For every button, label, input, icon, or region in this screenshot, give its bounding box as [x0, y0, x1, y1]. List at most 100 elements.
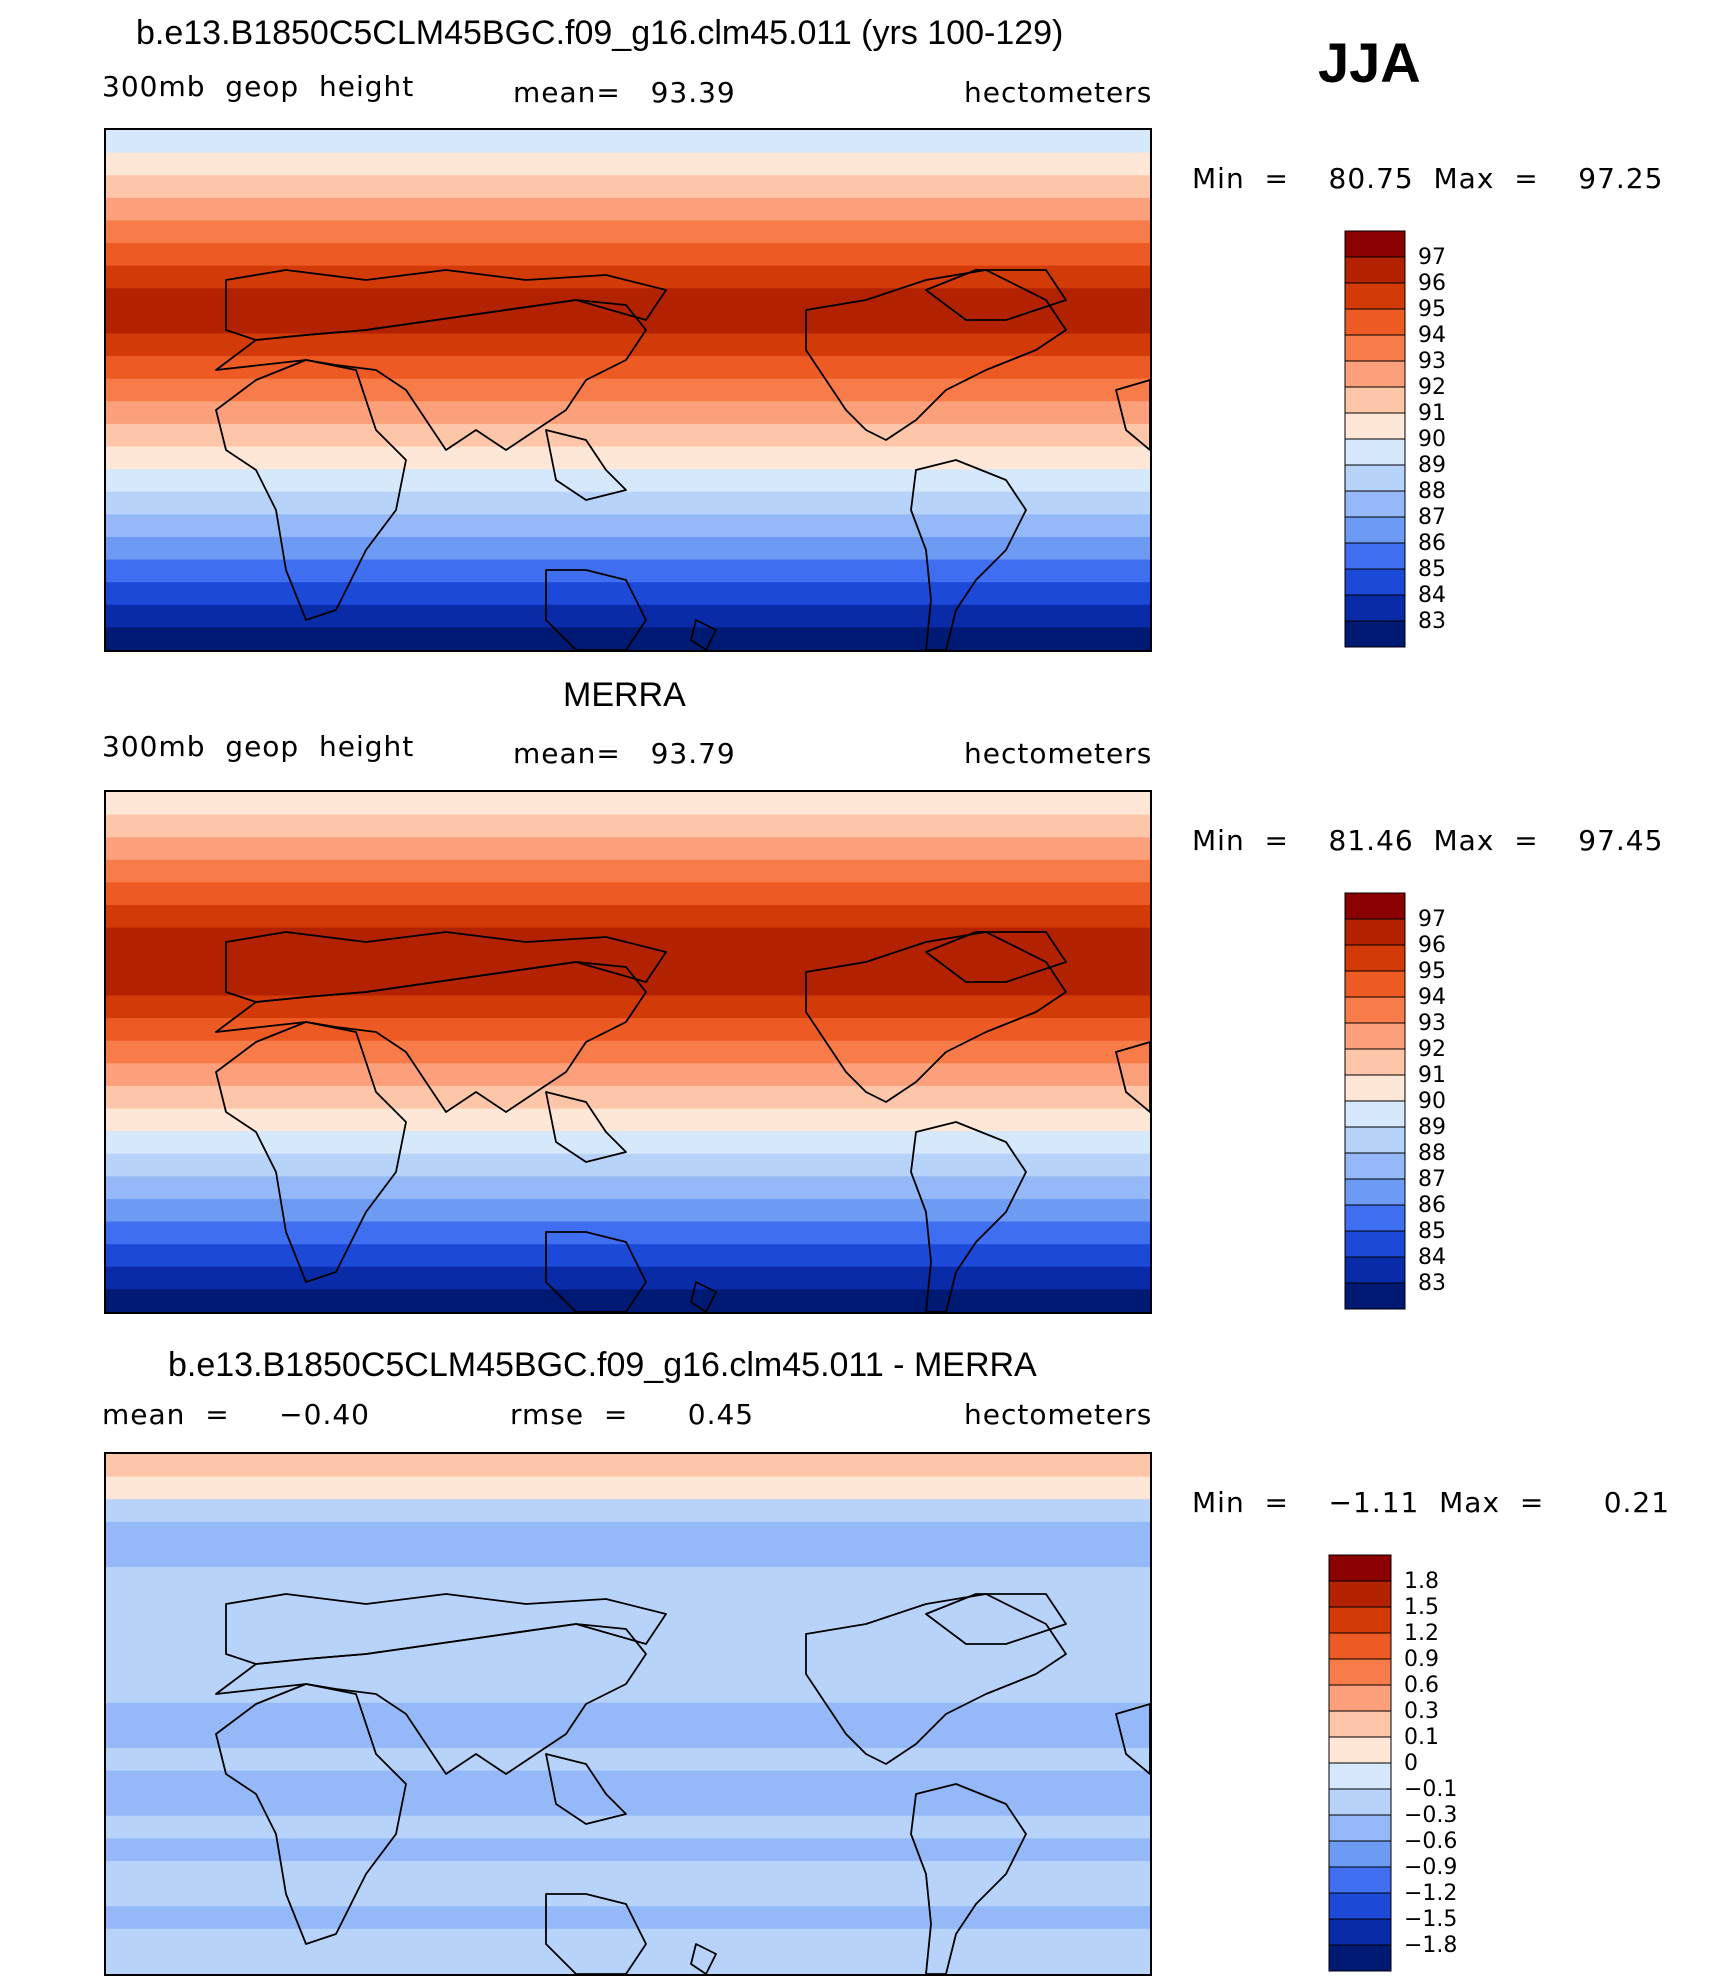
colorbar-swatch	[1344, 1256, 1406, 1284]
contour-band	[106, 514, 1150, 538]
map-svg	[106, 130, 1150, 650]
panel-title-model: b.e13.B1850C5CLM45BGC.f09_g16.clm45.011 …	[136, 14, 1064, 52]
units-label-diff: hectometers	[964, 1398, 1153, 1431]
contour-band	[106, 1040, 1150, 1065]
contour-band	[106, 1567, 1150, 1591]
contour-band	[106, 1906, 1150, 1930]
contour-band	[106, 1951, 1150, 1974]
colorbar-swatch	[1344, 1152, 1406, 1180]
colorbar-tick-label: 90	[1418, 427, 1446, 452]
colorbar-swatch	[1344, 490, 1406, 518]
colorbar-tick-label: 94	[1418, 985, 1446, 1010]
colorbar-tick-label: 97	[1418, 907, 1446, 932]
colorbar-swatch	[1328, 1554, 1392, 1582]
colorbar-tick-label: 0.6	[1404, 1673, 1439, 1698]
colorbar-swatch	[1328, 1736, 1392, 1764]
contour-band	[106, 559, 1150, 584]
coastline	[545, 1893, 647, 1974]
contour-band	[106, 927, 1150, 952]
colorbar-tick-label: 0.9	[1404, 1647, 1439, 1672]
colorbar-swatch	[1328, 1580, 1392, 1608]
contour-band	[106, 1770, 1150, 1795]
colorbar-swatch	[1344, 282, 1406, 310]
contour-band	[106, 1838, 1150, 1862]
contour-band	[106, 859, 1150, 884]
colorbar-swatch	[1344, 412, 1406, 440]
contour-band	[106, 1612, 1150, 1636]
coastlines	[215, 1593, 1150, 1974]
colorbar-swatch	[1328, 1632, 1392, 1660]
colorbar-tick-label: −0.9	[1404, 1855, 1458, 1880]
colorbar-tick-label: 94	[1418, 323, 1446, 348]
colorbar-swatch	[1344, 1100, 1406, 1128]
colorbar-swatch	[1344, 1048, 1406, 1076]
coastline	[215, 359, 407, 621]
colorbar-swatch	[1328, 1788, 1392, 1816]
contour-band	[106, 130, 1150, 154]
contour-band	[106, 356, 1150, 380]
colorbar-swatch	[1344, 1126, 1406, 1154]
contour-band	[106, 536, 1150, 561]
map-diff	[104, 1452, 1152, 1976]
coastline	[910, 459, 1027, 650]
coastline	[690, 1281, 717, 1312]
contour-band	[106, 1085, 1150, 1110]
contour-band	[106, 243, 1150, 267]
contour-band	[106, 491, 1150, 516]
panel-title-obs: MERRA	[563, 676, 686, 714]
colorbar-swatch	[1328, 1658, 1392, 1686]
contour-band	[106, 1634, 1150, 1659]
colorbar-swatch	[1344, 360, 1406, 388]
colorbar-tick-label: 95	[1418, 959, 1446, 984]
colorbar-swatch	[1328, 1684, 1392, 1712]
contour-band	[106, 582, 1150, 606]
coastline	[545, 1091, 627, 1163]
contour-band	[106, 905, 1150, 929]
coastline	[690, 619, 717, 650]
colorbar-svg	[1344, 892, 1406, 1310]
contour-band	[106, 1589, 1150, 1614]
colorbar-swatch	[1344, 1022, 1406, 1050]
colorbar-swatch	[1344, 542, 1406, 570]
coastline	[805, 1593, 1067, 1765]
colorbar-swatch	[1344, 464, 1406, 492]
coastline	[225, 269, 667, 341]
contour-band	[106, 1018, 1150, 1042]
colorbar-tick-label: 84	[1418, 1245, 1446, 1270]
contour-band	[106, 175, 1150, 199]
contour-band	[106, 837, 1150, 861]
minmax-obs: Min = 81.46 Max = 97.45	[1192, 824, 1664, 857]
colorbar-tick-label: 83	[1418, 1271, 1446, 1296]
colorbar-swatch	[1344, 1230, 1406, 1258]
colorbar-tick-label: 0.3	[1404, 1699, 1439, 1724]
colorbar-tick-label: 0.1	[1404, 1725, 1439, 1750]
map-model	[104, 128, 1152, 652]
colorbar-tick-label: −0.3	[1404, 1803, 1458, 1828]
contour-band	[106, 1176, 1150, 1200]
contour-band	[106, 792, 1150, 816]
minmax-model: Min = 80.75 Max = 97.25	[1192, 162, 1664, 195]
colorbar-tick-label: 91	[1418, 1063, 1446, 1088]
colorbar-swatch	[1344, 594, 1406, 622]
coastline	[1115, 379, 1150, 451]
field-label-model: 300mb geop height	[102, 70, 415, 103]
coastline	[925, 1593, 1067, 1645]
colorbar-tick-label: 86	[1418, 1193, 1446, 1218]
field-label-obs: 300mb geop height	[102, 730, 415, 763]
coastline	[225, 1593, 667, 1665]
contour-band	[106, 950, 1150, 974]
colorbar-tick-label: 89	[1418, 1115, 1446, 1140]
contour-band	[106, 1702, 1150, 1727]
colorbar-swatch	[1328, 1866, 1392, 1894]
colorbar-tick-label: −0.1	[1404, 1777, 1458, 1802]
contour-band	[106, 333, 1150, 358]
contour-band	[106, 1131, 1150, 1155]
colorbar-swatch	[1344, 1282, 1406, 1310]
units-label-obs: hectometers	[964, 737, 1153, 770]
contour-band	[106, 152, 1150, 177]
map-svg	[106, 1454, 1150, 1974]
contour-band	[106, 972, 1150, 997]
colorbar-tick-label: 1.8	[1404, 1569, 1439, 1594]
colorbar-swatch	[1344, 996, 1406, 1024]
contour-band	[106, 1815, 1150, 1840]
